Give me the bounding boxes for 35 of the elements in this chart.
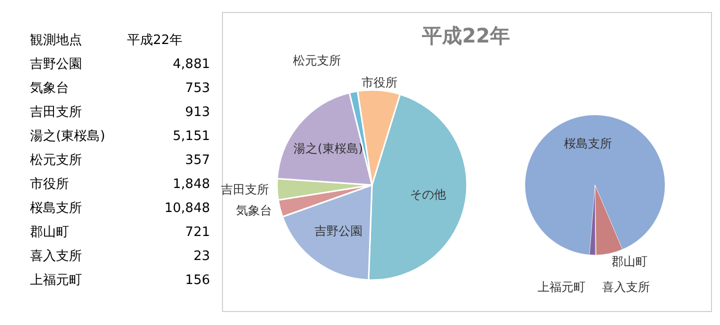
slice-label: その他	[410, 188, 446, 202]
slice-label: 喜入支所	[602, 280, 650, 294]
category-label: 吉田支所	[30, 105, 82, 120]
category-label: 上福元町	[30, 273, 82, 288]
category-label: 松元支所	[30, 153, 82, 168]
slice-label: 気象台	[236, 203, 272, 218]
data-label: 753	[185, 81, 210, 96]
slice-label: 吉田支所	[221, 182, 270, 197]
slice-label: 湯之(東桜島)	[294, 141, 364, 156]
data-label: 10,848	[164, 201, 210, 216]
chart-title: 平成22年	[421, 23, 510, 48]
category-label: 気象台	[30, 81, 69, 96]
pie-slice	[524, 114, 666, 255]
category-label: 吉野公園	[30, 57, 82, 72]
data-label: 1,848	[172, 177, 210, 192]
slice-label: 吉野公園	[314, 224, 362, 238]
data-label: 23	[193, 249, 210, 264]
slice-label: 上福元町	[537, 280, 586, 294]
slice-label: 郡山町	[611, 254, 648, 268]
text: 観測地点	[30, 33, 82, 48]
category-label: 喜入支所	[30, 249, 82, 264]
data-label: 156	[185, 273, 210, 288]
category-label: 湯之(東桜島)	[30, 129, 106, 144]
category-label: 市役所	[30, 177, 69, 192]
data-label: 913	[185, 105, 210, 120]
data-label: 721	[185, 225, 210, 240]
category-label: 桜島支所	[30, 201, 82, 216]
data-label: 4,881	[172, 57, 210, 72]
data-label: 357	[185, 153, 210, 168]
slice-label: 市役所	[362, 75, 398, 90]
data-label: 5,151	[172, 129, 210, 144]
category-label: 郡山町	[30, 225, 69, 240]
slice-label: 松元支所	[293, 53, 342, 68]
slice-label: 桜島支所	[564, 136, 612, 151]
text: 平成22年	[127, 33, 183, 48]
